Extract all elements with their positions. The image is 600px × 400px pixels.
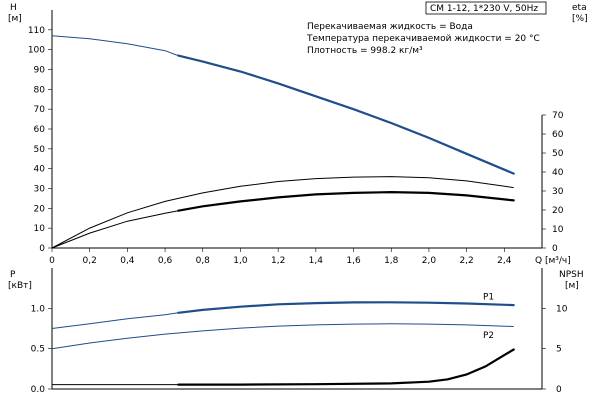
- p-tick-label: 0.5: [31, 345, 45, 355]
- x-tick-label: 2,0: [422, 256, 437, 266]
- y-tick-label: 90: [34, 66, 46, 76]
- p-axis-label-symbol: P: [10, 270, 16, 280]
- x-tick-label: 1,6: [346, 256, 361, 266]
- p1-curve-bold: [177, 301, 515, 314]
- y-tick-label: 100: [28, 46, 45, 56]
- npsh-curve-bold: [177, 348, 515, 386]
- head-curve-thin: [51, 35, 179, 57]
- p-axis-label-unit: [кВт]: [8, 281, 32, 291]
- npsh-tick-label: 5: [556, 345, 562, 355]
- x-tick-label: 2,4: [497, 256, 512, 266]
- efficiency-curve-outer-thin: [51, 176, 514, 249]
- y2-tick-label: 40: [552, 168, 564, 178]
- npsh-axis-label-symbol: NPSH: [559, 270, 584, 280]
- p-tick-label: 0.0: [31, 385, 46, 395]
- y2-tick-label: 20: [552, 206, 564, 216]
- x-tick-label: 1,0: [233, 256, 248, 266]
- x-tick-label: 0,8: [196, 256, 211, 266]
- x-tick-label: 1,8: [384, 256, 399, 266]
- series-label-p1: P1: [483, 292, 494, 302]
- npsh-tick-label: 0: [556, 385, 562, 395]
- y2-axis-label-symbol: eta: [572, 3, 587, 13]
- y-tick-label: 70: [34, 105, 46, 115]
- head-curve-bold: [177, 54, 515, 175]
- power-npsh-panel: 0.0 0.5 1.0 0 5 10 P[кВт] NPSH[м] P1 P2: [8, 268, 584, 395]
- x-tick-label: 1,4: [309, 256, 324, 266]
- series-label-p2: P2: [483, 331, 494, 341]
- y-tick-label: 80: [34, 85, 46, 95]
- y-axis-label-unit: [м]: [8, 14, 22, 24]
- p-tick-label: 1.0: [31, 304, 46, 314]
- x-tick-label: 0,2: [83, 256, 97, 266]
- y-tick-label: 20: [34, 204, 46, 214]
- x-tick-label: 1,2: [271, 256, 285, 266]
- efficiency-curve-inner-bold: [177, 190, 515, 212]
- y-tick-label: 60: [34, 125, 46, 135]
- x-tick-label: 0,6: [158, 256, 173, 266]
- npsh-axis-label-unit: [м]: [565, 281, 579, 291]
- y2-tick-label: 30: [552, 187, 564, 197]
- p2-curve-thin: [51, 323, 514, 350]
- head-efficiency-panel: 0 10 20 30 40 50 60 70 80 90 100 110 0 10 20 30 40 50 60 70…: [8, 1, 588, 266]
- fluid-info-line: Плотность = 998.2 кг/м³: [307, 46, 423, 56]
- efficiency-curve-inner-thin: [51, 210, 179, 249]
- x-tick-label: 0,4: [120, 256, 135, 266]
- y2-tick-label: 70: [552, 111, 564, 121]
- y2-tick-label: 10: [552, 225, 564, 235]
- y2-tick-label: 50: [552, 149, 564, 159]
- y-axis-label-symbol: H: [10, 3, 17, 13]
- y-tick-label: 110: [28, 26, 45, 36]
- x-tick-label: 2,2: [459, 256, 473, 266]
- p1-curve-thin: [51, 312, 179, 329]
- y-tick-label: 0: [39, 244, 45, 254]
- y-tick-label: 50: [34, 145, 46, 155]
- model-label: CM 1-12, 1*230 V, 50Hz: [430, 4, 538, 14]
- y2-axis-label-unit: [%]: [572, 14, 588, 24]
- y-tick-label: 40: [34, 165, 46, 175]
- fluid-info-line: Перекачиваемая жидкость = Вода: [307, 22, 473, 32]
- y2-tick-label: 0: [552, 244, 558, 254]
- y-tick-label: 30: [34, 185, 46, 195]
- npsh-tick-label: 10: [556, 304, 568, 314]
- model-box: [425, 1, 547, 15]
- x-axis-label: Q [м³/ч]: [535, 256, 571, 266]
- fluid-info-line: Температура перекачиваемой жидкости = 20…: [306, 34, 540, 44]
- x-tick-label: 0: [49, 256, 55, 266]
- y2-tick-label: 60: [552, 130, 564, 140]
- y-tick-label: 10: [34, 224, 46, 234]
